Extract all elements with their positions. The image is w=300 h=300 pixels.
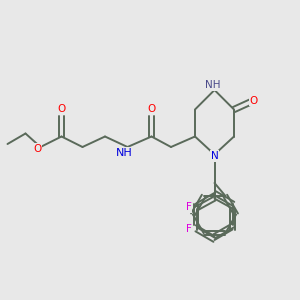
Text: N: N xyxy=(211,151,218,161)
Text: O: O xyxy=(33,143,42,154)
Text: O: O xyxy=(57,104,66,115)
Text: F: F xyxy=(186,224,192,235)
Text: F: F xyxy=(186,202,192,212)
Text: O: O xyxy=(249,95,258,106)
Text: O: O xyxy=(147,104,156,115)
Text: NH: NH xyxy=(116,148,133,158)
Text: NH: NH xyxy=(205,80,221,91)
